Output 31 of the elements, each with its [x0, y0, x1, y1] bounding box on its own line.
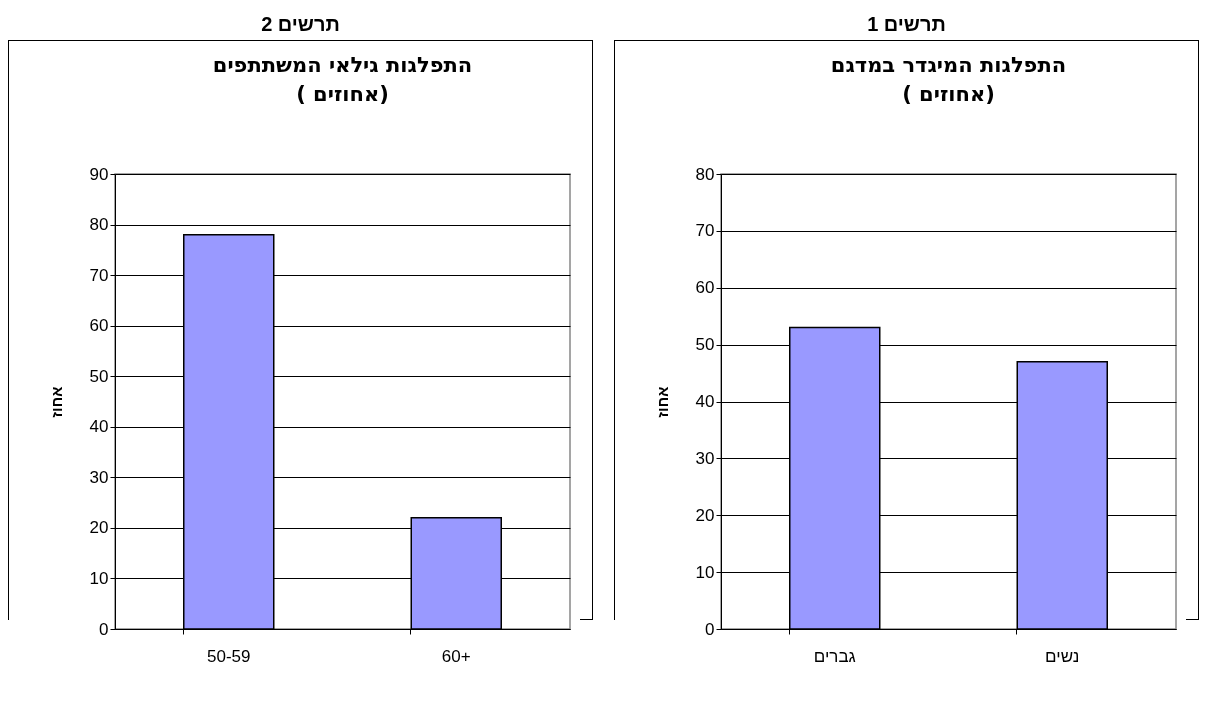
- chart-title: התפלגות המיגדר במדגם: [830, 53, 1067, 77]
- y-axis-title: אחוז: [653, 386, 671, 418]
- y-tick-label: 30: [695, 448, 715, 468]
- text: תרשים 1: [866, 12, 947, 37]
- chart-subtitle: ( אחוזים): [296, 82, 389, 106]
- y-tick-label: 60: [695, 278, 715, 298]
- x-tick-label: גברים: [813, 646, 856, 666]
- y-tick-label: 0: [705, 619, 715, 639]
- y-tick-label: 40: [695, 392, 715, 411]
- y-tick-label: 20: [695, 505, 715, 525]
- text: תרשים 2: [260, 12, 341, 37]
- y-tick-label: 90: [89, 164, 109, 184]
- y-tick-label: 50: [695, 335, 715, 355]
- y-tick-label: 30: [89, 467, 109, 487]
- y-tick-label: 20: [89, 518, 109, 538]
- y-tick-label: 80: [695, 164, 715, 184]
- x-tick-label: 60+: [441, 646, 471, 666]
- y-tick-label: 50: [89, 366, 109, 386]
- y-tick-label: 10: [695, 562, 715, 582]
- y-tick-label: 60: [89, 316, 109, 336]
- chart-title: התפלגות גילאי המשתתפים: [212, 53, 473, 77]
- y-tick-label: 70: [695, 221, 715, 241]
- y-tick-label: 80: [89, 215, 109, 235]
- chart-subtitle: ( אחוזים): [902, 82, 995, 106]
- x-tick-label: 50-59: [207, 646, 251, 666]
- y-axis-title: אחוז: [47, 386, 65, 418]
- y-tick-label: 0: [99, 619, 109, 639]
- y-tick-label: 10: [89, 568, 109, 588]
- y-tick-label: 70: [89, 265, 109, 285]
- y-tick-label: 40: [89, 417, 109, 437]
- x-tick-label: נשים: [1045, 646, 1080, 666]
